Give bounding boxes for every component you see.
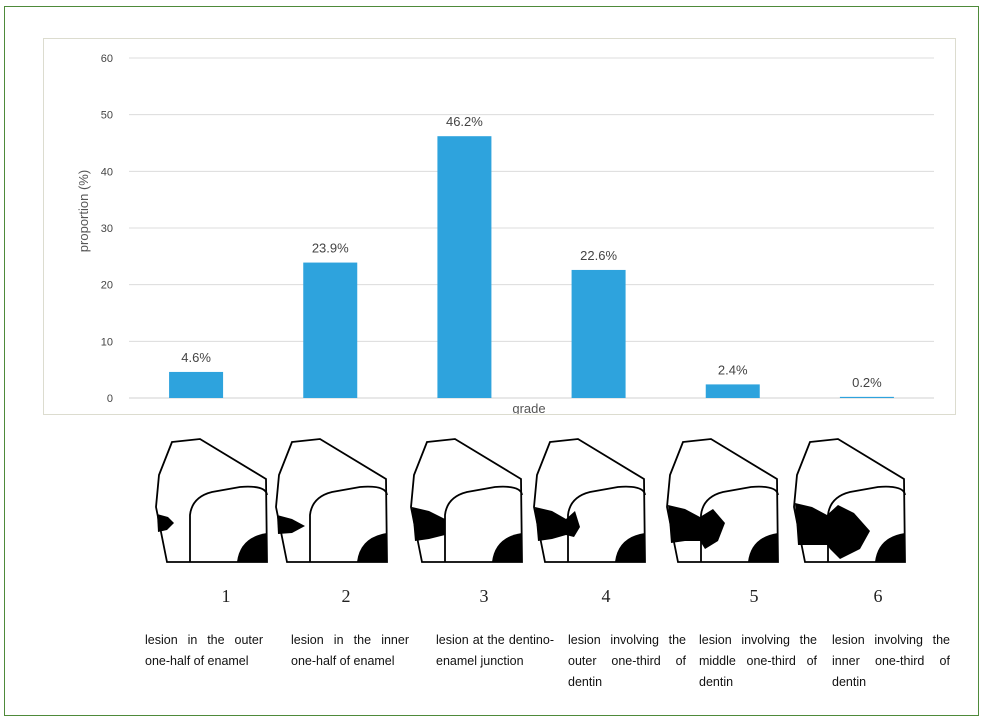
grade-number-2: 2 [341, 586, 351, 606]
grade-number-6: 6 [873, 586, 883, 606]
grade-description-4: lesion involving the outer one-third of … [568, 633, 686, 689]
bar-grade-5 [705, 384, 760, 398]
grade-description-6: lesion involving the inner one-third of … [832, 633, 950, 689]
figure-frame [4, 6, 979, 716]
grade-number-4: 4 [601, 586, 611, 606]
y-tick-label: 30 [101, 223, 113, 235]
data-label: 22.6% [580, 248, 617, 263]
bar-grade-6 [839, 396, 894, 398]
data-label: 46.2% [446, 114, 483, 129]
x-axis-label: grade [512, 401, 545, 414]
bar-grade-1 [169, 371, 224, 398]
tooth-diagram-grade-5 [666, 438, 779, 563]
y-tick-label: 10 [101, 336, 113, 348]
bar-grade-2 [303, 262, 358, 398]
grade-number-5: 5 [749, 586, 759, 606]
grade-description-3: lesion at the dentino-enamel junction [436, 633, 554, 668]
data-label: 2.4% [718, 362, 748, 377]
y-tick-label: 60 [101, 53, 113, 65]
data-label: 23.9% [312, 241, 349, 256]
y-tick-label: 50 [101, 110, 113, 122]
grade-description-1: lesion in the outer one-half of enamel [145, 633, 263, 668]
bar-chart: proportion (%) grade 0 10 20 30 40 50 60 4.6% 23… [43, 38, 956, 416]
tooth-diagram-grade-2 [275, 438, 388, 563]
chart-canvas: proportion (%) grade 0 10 20 30 40 50 60 4.6% 23… [76, 53, 934, 416]
bar-grade-4 [571, 269, 626, 398]
grade-number-1: 1 [221, 586, 231, 606]
grade-number-3: 3 [479, 586, 489, 606]
tooth-diagram-grade-6 [793, 438, 906, 563]
tooth-diagram-grade-4 [533, 438, 646, 563]
y-tick-label: 40 [101, 166, 113, 178]
tooth-diagram-grade-1 [155, 438, 268, 563]
data-label: 0.2% [852, 375, 882, 390]
grade-description-5: lesion involving the middle one-third of… [699, 633, 817, 689]
bar-grade-3 [437, 136, 492, 398]
y-tick-label: 20 [101, 280, 113, 292]
y-tick-label: 0 [107, 393, 113, 405]
grade-description-2: lesion in the inner one-half of enamel [291, 633, 409, 668]
data-label: 4.6% [181, 350, 211, 365]
tooth-diagram-grade-3 [410, 438, 523, 563]
y-axis-label: proportion (%) [76, 170, 91, 252]
